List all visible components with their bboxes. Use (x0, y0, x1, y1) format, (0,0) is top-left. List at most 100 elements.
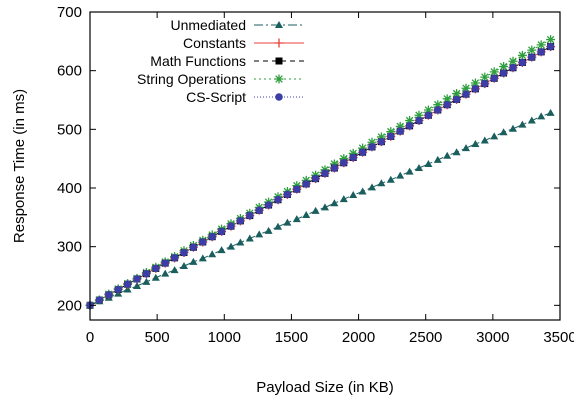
data-point-unmediated (151, 273, 160, 281)
data-point-cs-script (405, 122, 414, 130)
y-tick-label: 500 (57, 121, 82, 138)
data-point-cs-script (396, 127, 405, 135)
data-point-cs-script (114, 285, 122, 294)
data-point-string-operations (358, 143, 368, 153)
data-point-unmediated (480, 136, 489, 144)
x-tick-label: 1000 (208, 329, 241, 346)
legend-label-math-functions: Math Functions (150, 53, 246, 69)
x-tick-label: 500 (145, 329, 170, 346)
x-axis-title: Payload Size (in KB) (256, 379, 394, 396)
data-point-string-operations (423, 105, 433, 115)
y-tick-label: 200 (57, 297, 82, 314)
data-point-cs-script (349, 153, 358, 162)
data-point-unmediated (527, 116, 536, 124)
data-point-cs-script (509, 63, 517, 72)
data-point-string-operations (499, 62, 509, 72)
data-point-cs-script (123, 280, 132, 289)
data-point-unmediated (189, 257, 198, 265)
data-point-cs-script (302, 180, 311, 188)
data-point-unmediated (349, 191, 358, 199)
data-point-cs-script (518, 58, 527, 67)
data-point-cs-script (133, 275, 141, 283)
data-point-cs-script (443, 100, 452, 109)
legend-marker-constants (274, 38, 284, 48)
x-tick-label: 2000 (342, 329, 375, 346)
data-point-cs-script (546, 42, 555, 51)
data-point-cs-script (462, 90, 470, 98)
data-point-unmediated (236, 238, 245, 246)
data-point-unmediated (302, 210, 311, 218)
data-point-string-operations (517, 50, 527, 60)
x-tick-label: 3000 (476, 329, 509, 346)
data-point-string-operations (546, 35, 556, 45)
data-point-cs-script (368, 143, 376, 151)
data-point-cs-script (424, 111, 433, 120)
data-point-cs-script (227, 222, 235, 230)
data-point-unmediated (499, 128, 508, 136)
data-point-unmediated (509, 124, 517, 132)
y-tick-label: 700 (57, 4, 82, 21)
data-point-unmediated (274, 222, 282, 230)
data-point-unmediated (368, 183, 376, 191)
data-point-unmediated (170, 266, 179, 274)
x-tick-label: 2500 (409, 329, 442, 346)
y-tick-label: 400 (57, 180, 82, 197)
data-point-unmediated (546, 108, 555, 116)
data-point-string-operations (348, 148, 358, 158)
legend-marker-string-operations (274, 74, 284, 84)
data-point-unmediated (161, 269, 170, 277)
data-point-string-operations (527, 45, 537, 55)
data-point-cs-script (170, 254, 179, 262)
data-point-unmediated (471, 140, 480, 147)
data-point-string-operations (442, 94, 452, 104)
y-tick-label: 600 (57, 63, 82, 80)
data-point-string-operations (405, 116, 415, 126)
data-point-cs-script (358, 148, 367, 157)
data-point-cs-script (208, 232, 216, 241)
legend-entry-unmediated: Unmediated (171, 17, 304, 33)
data-point-cs-script (105, 290, 113, 299)
data-point-unmediated (358, 187, 367, 195)
data-point-cs-script (180, 248, 188, 257)
plot-marks (85, 35, 556, 310)
data-point-cs-script (217, 227, 226, 236)
data-point-unmediated (245, 234, 254, 242)
data-point-cs-script (246, 211, 254, 220)
series-line-string-operations (89, 39, 551, 306)
y-tick-label: 300 (57, 239, 82, 256)
x-tick-label: 1500 (275, 329, 308, 346)
data-point-string-operations (480, 72, 490, 82)
legend-label-string-operations: String Operations (137, 71, 246, 87)
legend-label-unmediated: Unmediated (171, 17, 247, 33)
data-point-cs-script (236, 217, 245, 225)
data-point-unmediated (217, 246, 226, 254)
data-point-cs-script (321, 169, 329, 178)
data-point-string-operations (536, 40, 546, 50)
data-point-cs-script (387, 132, 395, 141)
data-point-unmediated (452, 148, 461, 156)
data-point-cs-script (415, 116, 423, 125)
data-point-cs-script (274, 195, 282, 204)
data-point-string-operations (395, 121, 405, 131)
data-point-unmediated (292, 215, 301, 223)
data-point-unmediated (396, 171, 405, 179)
data-point-cs-script (255, 206, 263, 215)
data-point-cs-script (161, 259, 169, 267)
series-unmediated (86, 108, 555, 309)
data-point-unmediated (490, 132, 499, 140)
legend-marker-unmediated (275, 21, 283, 28)
data-point-cs-script (264, 201, 273, 209)
legend-label-cs-script: CS-Script (186, 89, 246, 105)
legend-marker-math-functions (275, 57, 283, 65)
data-point-unmediated (321, 203, 329, 211)
legend-entry-cs-script: CS-Script (186, 89, 304, 105)
data-point-unmediated (386, 175, 395, 183)
series-line-unmediated (89, 112, 551, 306)
data-point-cs-script (311, 174, 320, 183)
data-point-unmediated (433, 155, 442, 163)
data-point-string-operations (508, 56, 518, 66)
data-point-cs-script (199, 238, 207, 246)
data-point-string-operations (376, 132, 386, 142)
data-point-unmediated (518, 120, 527, 128)
